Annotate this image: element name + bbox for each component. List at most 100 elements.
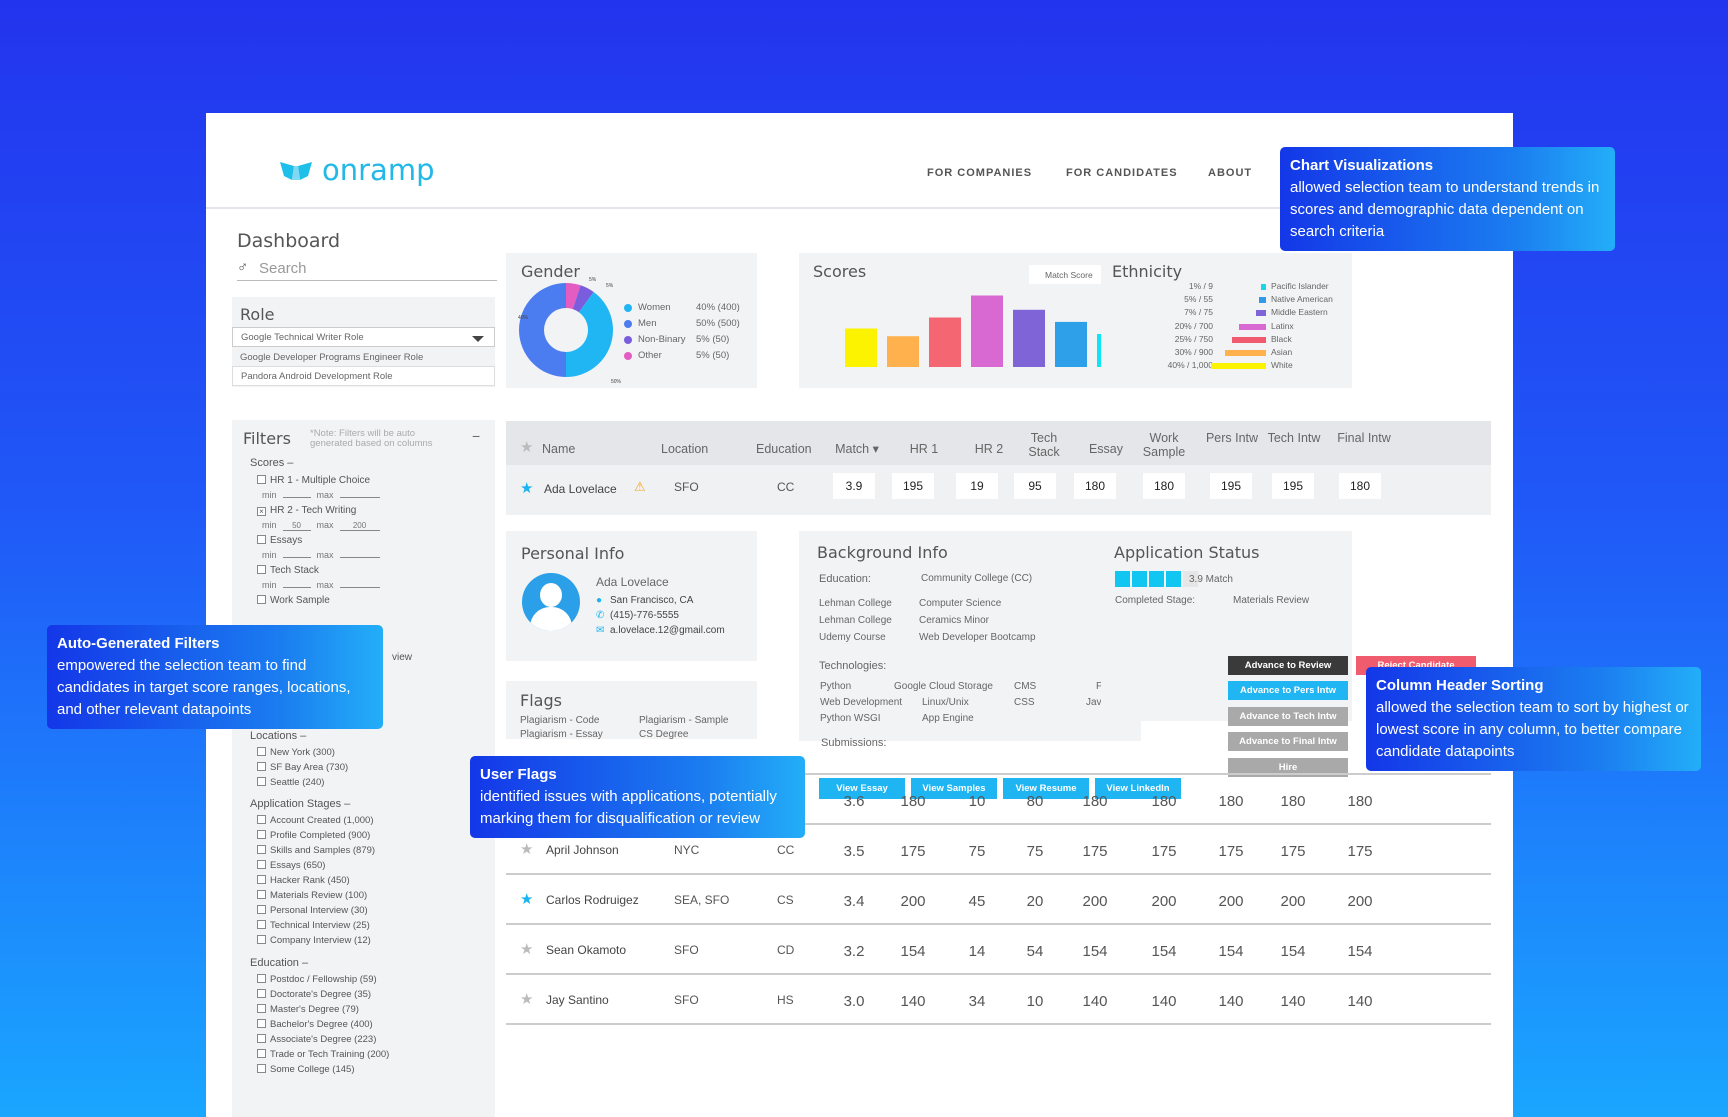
education-filter-item[interactable]: Associate's Degree (223) — [257, 1034, 376, 1045]
star-icon[interactable]: ★ — [520, 891, 534, 908]
nav-about[interactable]: ABOUT — [1208, 167, 1253, 179]
role-option[interactable]: Google Developer Programs Engineer Role — [240, 352, 424, 363]
collapse-icon[interactable]: − — [472, 428, 481, 444]
status-button-advance-to-tech-intw[interactable]: Advance to Tech Intw — [1228, 707, 1348, 726]
education-filter-item[interactable]: Some College (145) — [257, 1064, 355, 1075]
score-filter-checkbox[interactable]: Work Sample — [257, 595, 330, 606]
personal-email[interactable]: a.lovelace.12@gmail.com — [610, 625, 725, 636]
checkbox-icon[interactable]: × — [257, 507, 266, 516]
star-icon[interactable]: ★ — [520, 439, 534, 456]
max-input[interactable]: 200 — [339, 521, 380, 531]
stages-filter-item[interactable]: Personal Interview (30) — [257, 905, 368, 916]
checkbox-icon[interactable] — [257, 565, 266, 574]
checkbox-icon[interactable] — [257, 860, 266, 869]
checkbox-icon[interactable] — [257, 535, 266, 544]
stages-filter-item[interactable]: Company Interview (12) — [257, 935, 371, 946]
status-button-advance-to-review[interactable]: Advance to Review — [1228, 656, 1348, 675]
checkbox-icon[interactable] — [257, 920, 266, 929]
checkbox-icon[interactable] — [257, 935, 266, 944]
table-row[interactable]: ★ Sean Okamoto SFO CD 3.2 154 14 54 154 154 154 154… — [506, 923, 1491, 973]
table-row[interactable]: ★ Carlos Rodruigez SEA, SFO CS 3.4 200 45 20 200… — [506, 873, 1491, 923]
checkbox-icon[interactable] — [257, 815, 266, 824]
locations-filter-item[interactable]: SF Bay Area (730) — [257, 762, 348, 773]
stages-filter-item[interactable]: Hacker Rank (450) — [257, 875, 350, 886]
column-header[interactable]: Essay — [1088, 442, 1124, 456]
checkbox-icon[interactable] — [257, 1049, 266, 1058]
column-header[interactable]: Name — [542, 442, 576, 456]
table-row[interactable]: ★ Jay Santino SFO HS 3.0 140 34 10 140 140 140 140 1… — [506, 973, 1491, 1023]
checkbox-icon[interactable] — [257, 762, 266, 771]
column-header[interactable]: Match ▾ — [835, 442, 879, 456]
star-icon[interactable]: ★ — [520, 941, 534, 958]
column-header[interactable]: Education — [756, 442, 812, 456]
score-filter-checkbox[interactable]: Essays — [257, 535, 302, 546]
stages-filter-item[interactable]: Materials Review (100) — [257, 890, 367, 901]
max-input[interactable] — [339, 497, 380, 498]
education-filter-item[interactable]: Trade or Tech Training (200) — [257, 1049, 389, 1060]
checkbox-icon[interactable] — [257, 845, 266, 854]
column-header[interactable]: HR 2 — [974, 442, 1004, 456]
min-input[interactable]: 50 — [282, 521, 311, 531]
column-header[interactable]: Tech Stack — [1028, 431, 1060, 459]
checkbox-icon[interactable] — [257, 1004, 266, 1013]
locations-filter-item[interactable]: Seattle (240) — [257, 777, 324, 788]
education-filter-item[interactable]: Bachelor's Degree (400) — [257, 1019, 373, 1030]
candidate-name[interactable]: Jay Santino — [546, 993, 609, 1007]
education-filter-item[interactable]: Doctorate's Degree (35) — [257, 989, 371, 1000]
scores-filter-title[interactable]: Scores – — [250, 457, 294, 469]
column-header[interactable]: Final Intw — [1337, 431, 1391, 445]
checkbox-icon[interactable] — [257, 890, 266, 899]
role-option-row[interactable]: Pandora Android Development Role — [232, 366, 495, 386]
candidate-name[interactable]: Sean Okamoto — [546, 943, 627, 957]
min-input[interactable] — [282, 557, 311, 558]
checkbox-icon[interactable] — [257, 747, 266, 756]
role-select[interactable]: Google Technical Writer Role — [232, 327, 495, 347]
stages-filter-item[interactable]: Technical Interview (25) — [257, 920, 370, 931]
stages-filter-item[interactable]: Essays (650) — [257, 860, 325, 871]
education-filter-item[interactable]: Postdoc / Fellowship (59) — [257, 974, 377, 985]
status-button-advance-to-pers-intw[interactable]: Advance to Pers Intw — [1228, 681, 1348, 700]
column-header[interactable]: Location — [661, 442, 709, 456]
education-filter-item[interactable]: Master's Degree (79) — [257, 1004, 359, 1015]
star-icon[interactable]: ★ — [520, 841, 534, 858]
checkbox-icon[interactable] — [257, 777, 266, 786]
search-input[interactable]: ♂ Search — [237, 257, 497, 281]
score-filter-checkbox[interactable]: × HR 2 - Tech Writing — [257, 505, 356, 516]
checkbox-icon[interactable] — [257, 830, 266, 839]
checkbox-icon[interactable] — [257, 989, 266, 998]
stages-filter-item[interactable]: Skills and Samples (879) — [257, 845, 375, 856]
locations-filter-item[interactable]: New York (300) — [257, 747, 335, 758]
column-header[interactable]: HR 1 — [909, 442, 939, 456]
column-header[interactable]: Work Sample — [1142, 431, 1186, 459]
candidate-name[interactable]: April Johnson — [546, 843, 619, 857]
table-row[interactable]: ★ April Johnson NYC CC 3.5 175 75 75 175 175 175 17… — [506, 823, 1491, 873]
checkbox-icon[interactable] — [257, 595, 266, 604]
submission-button[interactable]: View Essay — [819, 778, 905, 799]
star-icon[interactable]: ★ — [520, 991, 534, 1008]
nav-for-companies[interactable]: FOR COMPANIES — [927, 167, 1033, 179]
max-input[interactable] — [339, 587, 380, 588]
checkbox-icon[interactable] — [257, 1034, 266, 1043]
column-header[interactable]: Pers Intw — [1205, 431, 1259, 445]
checkbox-icon[interactable] — [257, 905, 266, 914]
brand-logo[interactable]: onramp — [278, 153, 434, 187]
min-input[interactable] — [282, 587, 311, 588]
candidate-name[interactable]: Ada Lovelace — [544, 482, 617, 496]
stages-filter-title[interactable]: Application Stages – — [250, 798, 351, 810]
checkbox-icon[interactable] — [257, 1019, 266, 1028]
education-filter-title[interactable]: Education – — [250, 957, 309, 969]
max-input[interactable] — [339, 557, 380, 558]
star-icon[interactable]: ★ — [520, 480, 534, 497]
submission-button[interactable]: View Samples — [911, 778, 997, 799]
stages-filter-item[interactable]: Profile Completed (900) — [257, 830, 370, 841]
status-button-advance-to-final-intw[interactable]: Advance to Final Intw — [1228, 732, 1348, 751]
stages-filter-item[interactable]: Account Created (1,000) — [257, 815, 374, 826]
score-filter-checkbox[interactable]: Tech Stack — [257, 565, 319, 576]
status-button-hire[interactable]: Hire — [1228, 758, 1348, 777]
candidate-name[interactable]: Carlos Rodruigez — [546, 893, 639, 907]
locations-filter-title[interactable]: Locations – — [250, 730, 307, 742]
checkbox-icon[interactable] — [257, 875, 266, 884]
submission-button[interactable]: View Resume — [1003, 778, 1089, 799]
checkbox-icon[interactable] — [257, 974, 266, 983]
checkbox-icon[interactable] — [257, 1064, 266, 1073]
